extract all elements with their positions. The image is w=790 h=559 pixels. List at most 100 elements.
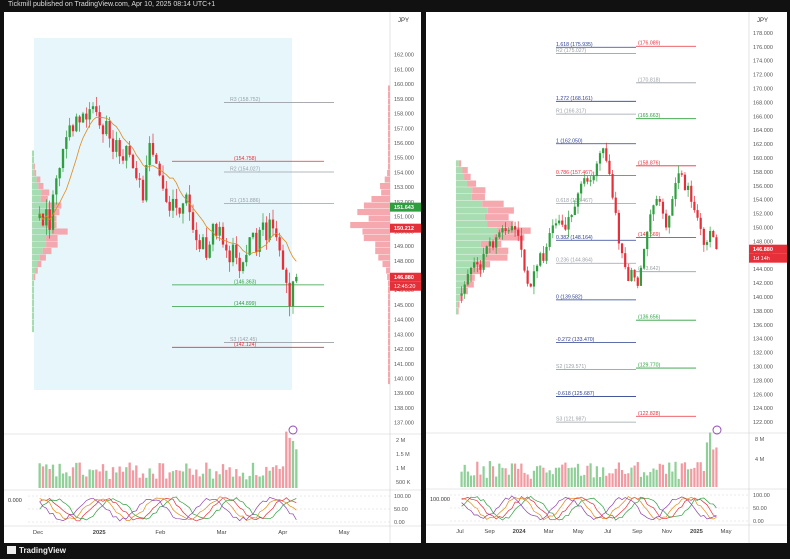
candle-body xyxy=(576,193,580,207)
y-tick-label: 166.000 xyxy=(753,114,773,120)
volume-bar xyxy=(285,431,288,488)
volume-bar xyxy=(121,471,125,488)
volume-bar xyxy=(592,477,595,487)
publisher-header: Tickmill published on TradingView.com, A… xyxy=(0,0,790,12)
candle-body xyxy=(61,148,65,169)
volume-profile-bar xyxy=(45,222,57,229)
level-label: (144.899) xyxy=(234,301,256,307)
volume-bar xyxy=(245,479,248,488)
volume-bar xyxy=(191,474,195,488)
candle-body xyxy=(592,176,595,181)
volume-profile-bar xyxy=(33,274,36,281)
volume-bar xyxy=(658,463,661,487)
volume-bar xyxy=(523,472,526,487)
y-tick-label: 143.000 xyxy=(394,332,414,338)
candle-body xyxy=(595,163,598,177)
volume-profile-bar xyxy=(32,176,37,183)
volume-profile-bar xyxy=(32,319,34,326)
level-label: -0.272 (133.470) xyxy=(556,337,595,343)
y-tick-label: 158.000 xyxy=(394,112,414,118)
right-volume-profile-bar xyxy=(388,332,390,339)
right-volume-profile-bar xyxy=(388,118,390,125)
weekly-chart-svg[interactable]: JPY 178.000 176.000 174.000 172.000 170.000 16… xyxy=(426,12,787,543)
candle-body xyxy=(510,226,514,231)
daily-chart-panel[interactable]: JPY 162.000 161.000 160.000 159.000 158.000 15… xyxy=(4,12,421,543)
candle-body xyxy=(111,138,115,152)
currency-label: JPY xyxy=(398,18,409,24)
candle-body xyxy=(709,230,712,243)
highlight-zone xyxy=(34,38,292,390)
volume-profile-bar xyxy=(480,240,502,248)
candle-body xyxy=(598,153,602,164)
y-tick-label: 134.000 xyxy=(753,337,773,343)
volume-profile-bar xyxy=(462,167,468,174)
candle-body xyxy=(476,262,479,265)
candle-body xyxy=(241,262,245,272)
y-tick-label: 146.000 xyxy=(394,288,414,294)
candle-body xyxy=(608,160,611,174)
volume-bar xyxy=(687,469,690,487)
volume-profile-bar xyxy=(32,274,34,281)
osc-tick-label: 0.00 xyxy=(753,519,764,525)
candle-body xyxy=(602,148,605,154)
volume-bar xyxy=(608,473,611,487)
osc-tick-label: 100.00 xyxy=(394,494,411,500)
candle-body xyxy=(268,219,271,241)
candle-body xyxy=(655,199,658,206)
x-tick-label: Jul xyxy=(604,529,611,535)
volume-bar xyxy=(291,440,295,488)
volume-bar xyxy=(605,475,608,487)
candle-body xyxy=(463,284,466,294)
candle-body xyxy=(285,269,288,283)
volume-profile-bar xyxy=(33,300,34,307)
candle-body xyxy=(165,188,168,202)
candle-body xyxy=(699,217,702,229)
volume-bar xyxy=(261,475,265,488)
candle-body xyxy=(175,198,178,208)
y-tick-label: 153.000 xyxy=(394,185,414,191)
y-tick-label: 122.000 xyxy=(753,420,773,426)
right-volume-profile-bar xyxy=(371,196,390,203)
volume-bar xyxy=(51,464,55,488)
volume-profile-bar xyxy=(456,287,463,295)
x-tick-label: Mar xyxy=(544,529,554,535)
volume-bar xyxy=(161,463,165,488)
weekly-chart-panel[interactable]: JPY 178.000 176.000 174.000 172.000 170.000 16… xyxy=(426,12,787,543)
candle-body xyxy=(65,137,68,149)
x-tick-label: 2025 xyxy=(690,529,704,535)
volume-bar xyxy=(195,469,198,488)
candle-body xyxy=(551,225,554,234)
volume-profile-bar xyxy=(458,160,462,167)
right-volume-profile-bar xyxy=(378,254,390,261)
right-volume-profile-bar xyxy=(363,235,390,242)
right-volume-profile-bar xyxy=(388,306,390,313)
volume-bar xyxy=(111,467,115,488)
volume-profile-bar xyxy=(32,267,36,274)
last-price-tag xyxy=(390,272,421,282)
volume-profile-bar xyxy=(32,287,34,294)
osc-tick-label: 50.00 xyxy=(753,506,767,512)
volume-profile-bar xyxy=(484,214,509,221)
candle-body xyxy=(138,178,141,180)
volume-bar xyxy=(539,465,542,487)
x-tick-label: Feb xyxy=(155,530,165,536)
candle-body xyxy=(291,281,295,307)
tv-logo-icon xyxy=(7,546,16,554)
level-label: (148.569) xyxy=(638,232,660,238)
candle-body xyxy=(535,265,539,272)
right-volume-profile-bar xyxy=(388,352,390,359)
candle-body xyxy=(85,113,88,120)
volume-bar xyxy=(281,466,285,488)
candle-body xyxy=(668,215,671,228)
volume-bar xyxy=(466,471,469,487)
daily-chart-svg[interactable]: JPY 162.000 161.000 160.000 159.000 158.000 15… xyxy=(4,12,421,543)
oscillator-line xyxy=(461,495,717,521)
volume-bar xyxy=(131,470,135,488)
volume-bar xyxy=(211,478,215,488)
volume-bar xyxy=(476,461,479,487)
y-tick-label: 132.000 xyxy=(753,351,773,357)
oscillator-line xyxy=(39,496,297,521)
volume-bar xyxy=(181,471,185,488)
right-volume-profile-bar xyxy=(388,371,390,378)
oscillator-line xyxy=(461,496,717,521)
